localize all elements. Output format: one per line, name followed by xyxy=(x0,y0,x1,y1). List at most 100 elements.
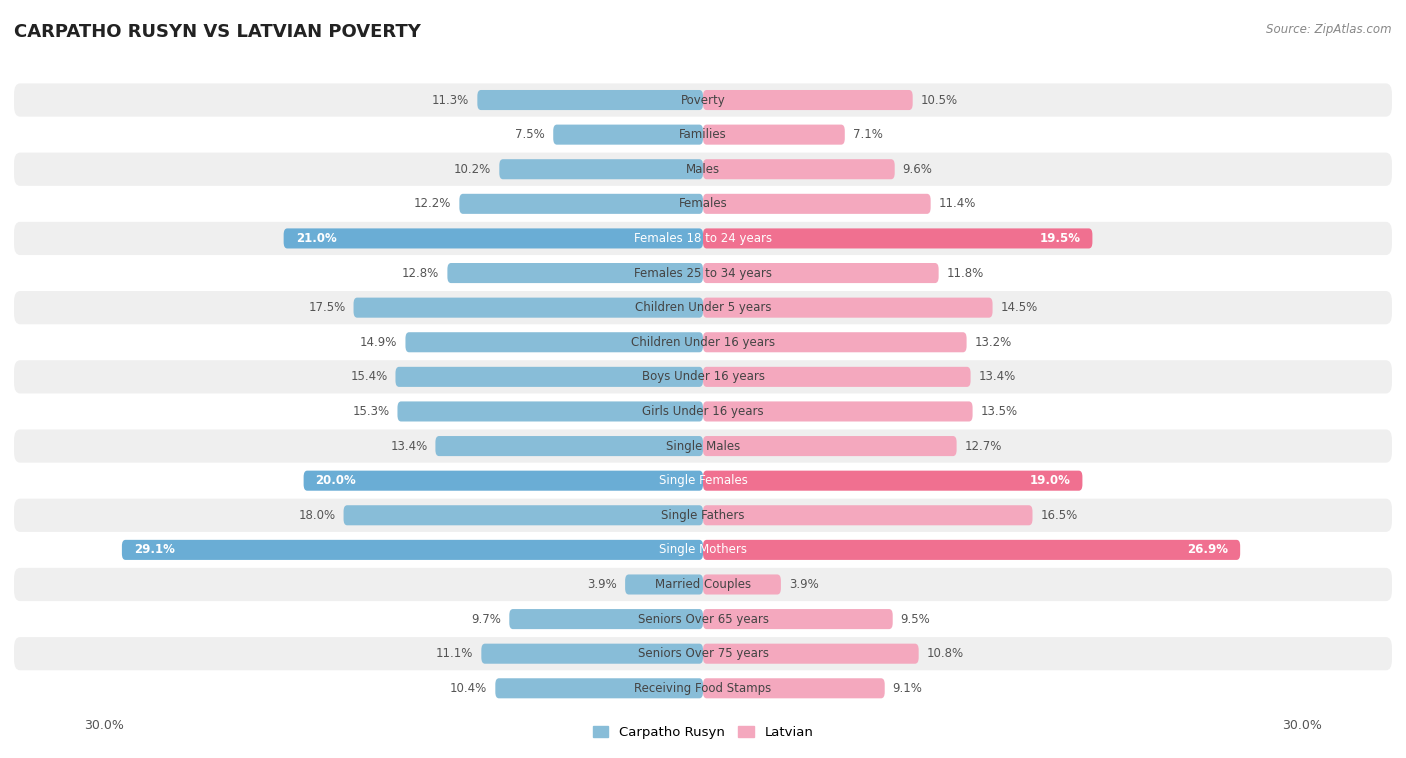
FancyBboxPatch shape xyxy=(122,540,703,560)
Text: Females 18 to 24 years: Females 18 to 24 years xyxy=(634,232,772,245)
FancyBboxPatch shape xyxy=(284,228,703,249)
Text: Single Females: Single Females xyxy=(658,475,748,487)
FancyBboxPatch shape xyxy=(703,644,918,664)
FancyBboxPatch shape xyxy=(703,609,893,629)
Text: 13.4%: 13.4% xyxy=(391,440,427,453)
FancyBboxPatch shape xyxy=(703,263,939,283)
FancyBboxPatch shape xyxy=(14,187,1392,221)
Text: 18.0%: 18.0% xyxy=(298,509,336,522)
Text: Families: Families xyxy=(679,128,727,141)
Text: 15.3%: 15.3% xyxy=(353,405,389,418)
FancyBboxPatch shape xyxy=(460,194,703,214)
FancyBboxPatch shape xyxy=(703,90,912,110)
Text: 21.0%: 21.0% xyxy=(295,232,336,245)
FancyBboxPatch shape xyxy=(14,603,1392,636)
FancyBboxPatch shape xyxy=(703,678,884,698)
Text: 11.8%: 11.8% xyxy=(946,267,984,280)
FancyBboxPatch shape xyxy=(495,678,703,698)
FancyBboxPatch shape xyxy=(703,124,845,145)
Text: 12.2%: 12.2% xyxy=(413,197,451,210)
FancyBboxPatch shape xyxy=(436,436,703,456)
FancyBboxPatch shape xyxy=(14,291,1392,324)
FancyBboxPatch shape xyxy=(478,90,703,110)
Text: CARPATHO RUSYN VS LATVIAN POVERTY: CARPATHO RUSYN VS LATVIAN POVERTY xyxy=(14,23,420,41)
Text: 3.9%: 3.9% xyxy=(789,578,818,591)
Text: 9.6%: 9.6% xyxy=(903,163,932,176)
FancyBboxPatch shape xyxy=(14,118,1392,152)
FancyBboxPatch shape xyxy=(703,367,970,387)
FancyBboxPatch shape xyxy=(14,152,1392,186)
Text: Children Under 5 years: Children Under 5 years xyxy=(634,301,772,314)
Text: 3.9%: 3.9% xyxy=(588,578,617,591)
Text: 15.4%: 15.4% xyxy=(350,371,388,384)
Text: 10.5%: 10.5% xyxy=(921,93,957,107)
Text: Seniors Over 65 years: Seniors Over 65 years xyxy=(637,612,769,625)
FancyBboxPatch shape xyxy=(14,672,1392,705)
FancyBboxPatch shape xyxy=(14,83,1392,117)
FancyBboxPatch shape xyxy=(703,402,973,421)
FancyBboxPatch shape xyxy=(626,575,703,594)
Text: Girls Under 16 years: Girls Under 16 years xyxy=(643,405,763,418)
FancyBboxPatch shape xyxy=(304,471,703,490)
Text: 9.5%: 9.5% xyxy=(901,612,931,625)
FancyBboxPatch shape xyxy=(703,471,1083,490)
Text: 11.3%: 11.3% xyxy=(432,93,470,107)
FancyBboxPatch shape xyxy=(14,534,1392,566)
FancyBboxPatch shape xyxy=(14,430,1392,462)
FancyBboxPatch shape xyxy=(703,575,780,594)
FancyBboxPatch shape xyxy=(703,194,931,214)
Text: 16.5%: 16.5% xyxy=(1040,509,1078,522)
FancyBboxPatch shape xyxy=(353,298,703,318)
FancyBboxPatch shape xyxy=(703,540,1240,560)
Text: Males: Males xyxy=(686,163,720,176)
Text: 17.5%: 17.5% xyxy=(308,301,346,314)
Text: 11.1%: 11.1% xyxy=(436,647,474,660)
Text: 13.5%: 13.5% xyxy=(980,405,1018,418)
Text: 7.5%: 7.5% xyxy=(516,128,546,141)
FancyBboxPatch shape xyxy=(343,506,703,525)
FancyBboxPatch shape xyxy=(14,256,1392,290)
Text: 10.8%: 10.8% xyxy=(927,647,963,660)
Text: Married Couples: Married Couples xyxy=(655,578,751,591)
Text: 13.2%: 13.2% xyxy=(974,336,1012,349)
Text: 19.0%: 19.0% xyxy=(1029,475,1070,487)
FancyBboxPatch shape xyxy=(703,298,993,318)
FancyBboxPatch shape xyxy=(703,159,894,179)
Text: Children Under 16 years: Children Under 16 years xyxy=(631,336,775,349)
FancyBboxPatch shape xyxy=(14,395,1392,428)
Text: Single Mothers: Single Mothers xyxy=(659,543,747,556)
Text: Females: Females xyxy=(679,197,727,210)
FancyBboxPatch shape xyxy=(398,402,703,421)
FancyBboxPatch shape xyxy=(14,568,1392,601)
Text: 19.5%: 19.5% xyxy=(1039,232,1080,245)
Text: Source: ZipAtlas.com: Source: ZipAtlas.com xyxy=(1267,23,1392,36)
FancyBboxPatch shape xyxy=(481,644,703,664)
FancyBboxPatch shape xyxy=(14,499,1392,532)
Legend: Carpatho Rusyn, Latvian: Carpatho Rusyn, Latvian xyxy=(588,721,818,744)
Text: 14.5%: 14.5% xyxy=(1001,301,1038,314)
FancyBboxPatch shape xyxy=(553,124,703,145)
Text: 10.2%: 10.2% xyxy=(454,163,491,176)
FancyBboxPatch shape xyxy=(703,228,1092,249)
Text: 13.4%: 13.4% xyxy=(979,371,1015,384)
Text: 9.7%: 9.7% xyxy=(471,612,502,625)
Text: 11.4%: 11.4% xyxy=(939,197,976,210)
FancyBboxPatch shape xyxy=(14,326,1392,359)
Text: Receiving Food Stamps: Receiving Food Stamps xyxy=(634,681,772,695)
FancyBboxPatch shape xyxy=(14,360,1392,393)
Text: 20.0%: 20.0% xyxy=(315,475,356,487)
Text: 7.1%: 7.1% xyxy=(853,128,883,141)
FancyBboxPatch shape xyxy=(703,332,966,352)
FancyBboxPatch shape xyxy=(447,263,703,283)
Text: 9.1%: 9.1% xyxy=(893,681,922,695)
Text: Females 25 to 34 years: Females 25 to 34 years xyxy=(634,267,772,280)
FancyBboxPatch shape xyxy=(703,436,956,456)
Text: 12.7%: 12.7% xyxy=(965,440,1002,453)
Text: Single Fathers: Single Fathers xyxy=(661,509,745,522)
FancyBboxPatch shape xyxy=(405,332,703,352)
Text: 12.8%: 12.8% xyxy=(402,267,440,280)
FancyBboxPatch shape xyxy=(509,609,703,629)
FancyBboxPatch shape xyxy=(499,159,703,179)
FancyBboxPatch shape xyxy=(14,222,1392,255)
Text: Boys Under 16 years: Boys Under 16 years xyxy=(641,371,765,384)
